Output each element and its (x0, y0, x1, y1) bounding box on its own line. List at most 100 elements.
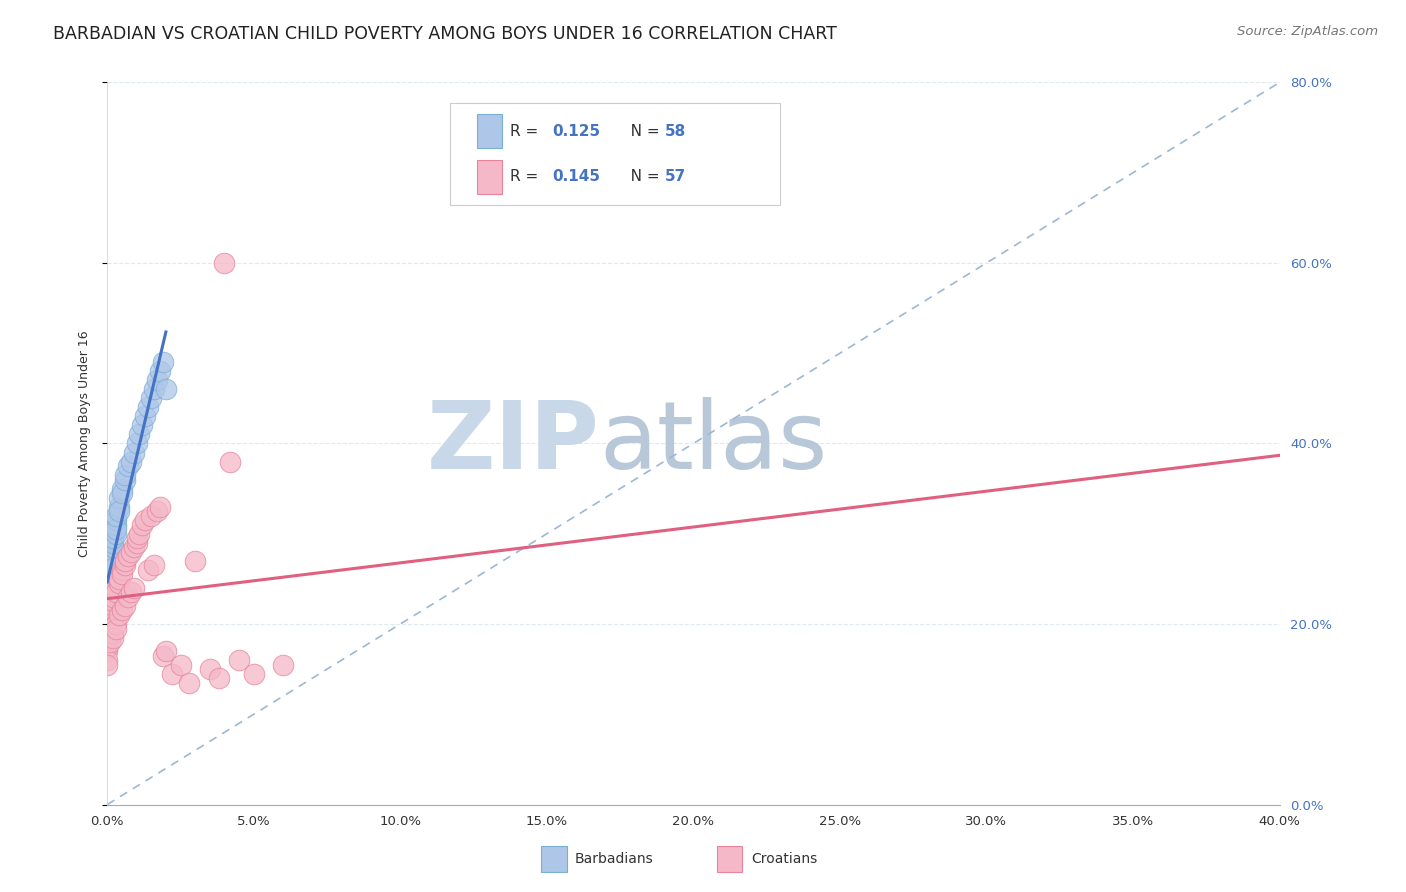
Text: N =: N = (616, 124, 664, 138)
Point (98, 622, 121, 636)
Text: Croatians: Croatians (751, 852, 817, 866)
Point (96, 582, 118, 597)
Point (136, 401, 159, 415)
Point (101, 535, 124, 549)
Point (96, 597, 118, 611)
Point (152, 648, 174, 663)
Point (105, 585, 128, 599)
Point (96, 603, 118, 617)
Point (114, 554, 136, 568)
Point (141, 508, 163, 523)
Point (179, 675, 201, 690)
Point (214, 256, 236, 270)
Point (98, 567, 121, 582)
Point (101, 545, 124, 559)
Point (131, 517, 153, 532)
Point (160, 666, 183, 681)
Point (105, 617, 128, 632)
Point (228, 653, 250, 667)
Point (169, 657, 191, 672)
Point (96, 588, 118, 602)
Point (101, 561, 124, 575)
Point (155, 382, 177, 396)
Text: atlas: atlas (599, 398, 828, 490)
Point (96, 657, 118, 672)
Point (114, 468, 136, 483)
Point (114, 473, 136, 487)
Point (98, 565, 121, 579)
Text: 0.145: 0.145 (553, 169, 600, 184)
Point (98, 576, 121, 591)
Point (117, 590, 139, 604)
Point (149, 364, 172, 378)
Point (101, 552, 124, 566)
Point (105, 513, 128, 527)
Point (105, 522, 128, 536)
Point (105, 517, 128, 532)
Point (101, 631, 124, 645)
Point (96, 600, 118, 615)
Point (111, 482, 134, 496)
Point (108, 491, 131, 505)
Point (98, 574, 121, 588)
Point (98, 585, 121, 599)
Point (152, 355, 174, 369)
Point (96, 576, 118, 591)
Point (149, 500, 172, 514)
Text: N =: N = (616, 169, 664, 184)
Point (98, 579, 121, 593)
Point (125, 531, 148, 545)
Point (219, 454, 242, 468)
Point (98, 599, 121, 613)
Point (242, 666, 264, 681)
Point (98, 635, 121, 649)
Text: Source: ZipAtlas.com: Source: ZipAtlas.com (1237, 25, 1378, 38)
Point (128, 427, 150, 442)
Point (114, 558, 136, 573)
Point (120, 545, 142, 559)
Point (108, 576, 131, 591)
Point (108, 504, 131, 518)
Text: ZIP: ZIP (427, 398, 599, 490)
Point (101, 626, 124, 640)
Point (96, 603, 118, 617)
Point (136, 563, 159, 577)
Point (105, 622, 128, 636)
Point (146, 504, 169, 518)
Point (125, 535, 148, 549)
Point (131, 418, 153, 433)
Point (96, 640, 118, 654)
Point (96, 581, 118, 595)
Point (98, 581, 121, 595)
Point (122, 445, 145, 459)
Point (101, 531, 124, 545)
Point (198, 662, 221, 676)
Point (108, 607, 131, 622)
Point (108, 500, 131, 514)
Text: 57: 57 (665, 169, 686, 184)
Y-axis label: Child Poverty Among Boys Under 16: Child Poverty Among Boys Under 16 (79, 330, 91, 557)
Point (125, 436, 148, 450)
Point (105, 508, 128, 523)
Text: 0.125: 0.125 (553, 124, 600, 138)
Point (101, 549, 124, 564)
Point (120, 454, 142, 468)
Point (96, 631, 118, 645)
Point (122, 541, 145, 555)
Text: Barbadians: Barbadians (575, 852, 654, 866)
Point (111, 603, 134, 617)
Point (98, 617, 121, 632)
Point (143, 382, 166, 396)
Point (96, 590, 118, 604)
Point (101, 556, 124, 570)
Point (111, 486, 134, 500)
Point (96, 599, 118, 613)
Point (143, 558, 166, 573)
Point (128, 526, 150, 541)
Text: R =: R = (510, 124, 544, 138)
Point (105, 581, 128, 595)
Point (96, 594, 118, 608)
Point (101, 541, 124, 555)
Point (207, 671, 229, 685)
Point (96, 585, 118, 599)
